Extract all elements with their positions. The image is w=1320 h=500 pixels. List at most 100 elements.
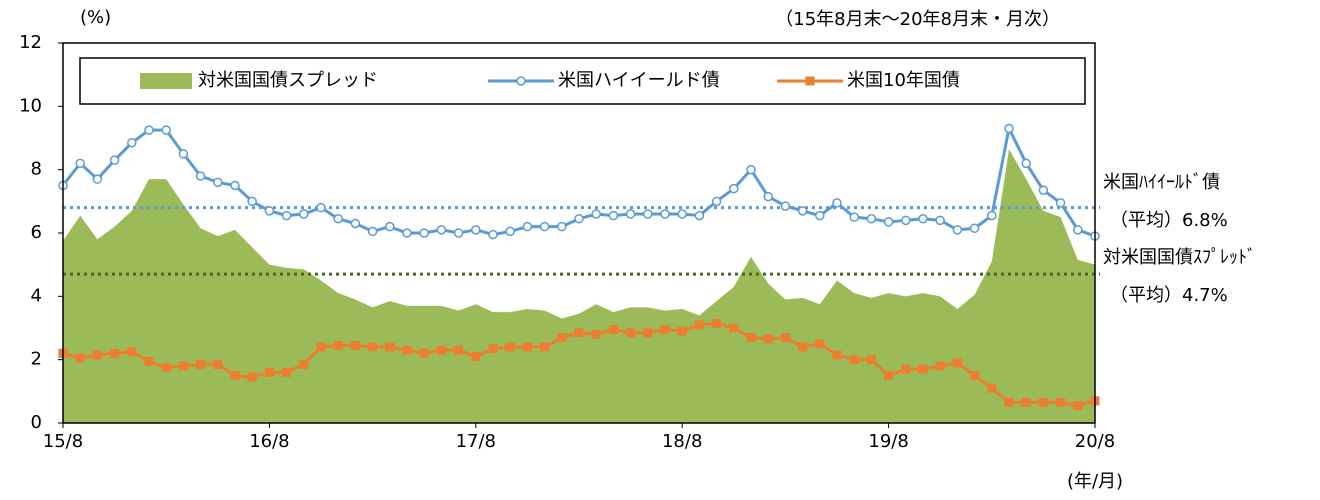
- reference-name: 対米国国債ｽﾌﾟﾚｯﾄﾞ: [1103, 247, 1256, 268]
- marker: [608, 210, 619, 221]
- marker: [626, 328, 636, 338]
- x-tick-label: 19/8: [868, 431, 908, 452]
- marker: [195, 171, 206, 181]
- marker: [299, 359, 309, 369]
- legend-marker: [516, 76, 526, 86]
- marker: [282, 367, 292, 377]
- marker: [350, 218, 361, 229]
- marker: [247, 372, 257, 382]
- marker: [385, 221, 395, 232]
- marker: [385, 342, 395, 352]
- marker: [213, 177, 223, 188]
- marker: [677, 209, 687, 219]
- marker: [849, 212, 859, 222]
- marker: [591, 329, 601, 339]
- marker: [522, 221, 533, 232]
- marker: [281, 210, 292, 221]
- x-tick-label: 18/8: [662, 431, 702, 452]
- marker: [780, 333, 790, 342]
- y-tick-label: 6: [31, 222, 42, 243]
- marker: [178, 361, 188, 371]
- marker: [539, 221, 550, 232]
- marker: [987, 383, 997, 393]
- legend-marker: [805, 76, 815, 86]
- marker: [471, 352, 481, 361]
- marker: [127, 138, 137, 148]
- marker: [127, 347, 137, 357]
- marker: [1073, 401, 1083, 411]
- marker: [625, 209, 636, 219]
- marker: [230, 180, 240, 191]
- marker: [505, 226, 515, 237]
- marker: [316, 342, 326, 352]
- y-tick-label: 12: [19, 32, 42, 53]
- legend-swatch: [140, 73, 192, 89]
- y-tick-label: 2: [31, 349, 42, 370]
- marker: [574, 214, 584, 224]
- marker: [299, 209, 309, 219]
- subtitle: （15年8月末～20年8月末・月次）: [775, 9, 1060, 30]
- marker: [264, 367, 274, 377]
- marker: [694, 320, 704, 330]
- marker: [402, 228, 412, 238]
- x-tick-label: 16/8: [249, 431, 289, 452]
- marker: [797, 206, 808, 216]
- marker: [832, 350, 842, 360]
- marker: [969, 223, 980, 233]
- marker: [574, 328, 584, 338]
- marker: [1038, 185, 1049, 195]
- marker: [488, 344, 498, 354]
- marker: [333, 214, 343, 224]
- legend-box: [79, 57, 1086, 105]
- x-tick-label: 15/8: [43, 431, 83, 452]
- marker: [161, 125, 171, 135]
- marker: [488, 229, 498, 240]
- reference-value: （平均）4.7%: [1110, 285, 1228, 306]
- marker: [901, 364, 911, 374]
- marker: [1004, 397, 1014, 407]
- marker: [350, 340, 360, 350]
- marker: [677, 326, 687, 336]
- marker: [866, 214, 877, 224]
- marker: [815, 339, 825, 349]
- marker: [436, 225, 447, 235]
- marker: [608, 325, 618, 335]
- marker: [660, 325, 670, 335]
- marker: [763, 334, 773, 344]
- x-axis-label: (年/月): [1067, 471, 1123, 492]
- x-tick-label: 20/8: [1075, 431, 1115, 452]
- marker: [402, 345, 412, 355]
- marker: [935, 361, 945, 371]
- marker: [92, 350, 102, 360]
- x-tick-label: 17/8: [456, 431, 496, 452]
- marker: [144, 356, 154, 366]
- marker: [213, 359, 223, 369]
- marker: [780, 201, 791, 211]
- marker: [419, 228, 429, 238]
- marker: [643, 328, 653, 338]
- marker: [746, 333, 756, 342]
- marker: [694, 210, 705, 221]
- marker: [316, 202, 326, 213]
- marker: [918, 214, 928, 224]
- marker: [367, 226, 378, 237]
- marker: [711, 196, 722, 207]
- y-tick-label: 4: [31, 285, 42, 306]
- marker: [1073, 225, 1083, 235]
- marker: [746, 164, 756, 175]
- marker: [970, 371, 980, 380]
- marker: [591, 209, 601, 219]
- marker: [540, 342, 550, 352]
- marker: [1055, 198, 1066, 208]
- marker: [557, 333, 567, 342]
- marker: [453, 228, 464, 238]
- marker: [436, 345, 446, 355]
- marker: [471, 225, 481, 235]
- area: [63, 149, 1095, 424]
- marker: [161, 363, 171, 373]
- marker: [1021, 397, 1031, 407]
- y-tick-label: 8: [31, 159, 42, 180]
- marker: [987, 210, 997, 221]
- legend-label: 米国ハイイールド債: [558, 70, 720, 91]
